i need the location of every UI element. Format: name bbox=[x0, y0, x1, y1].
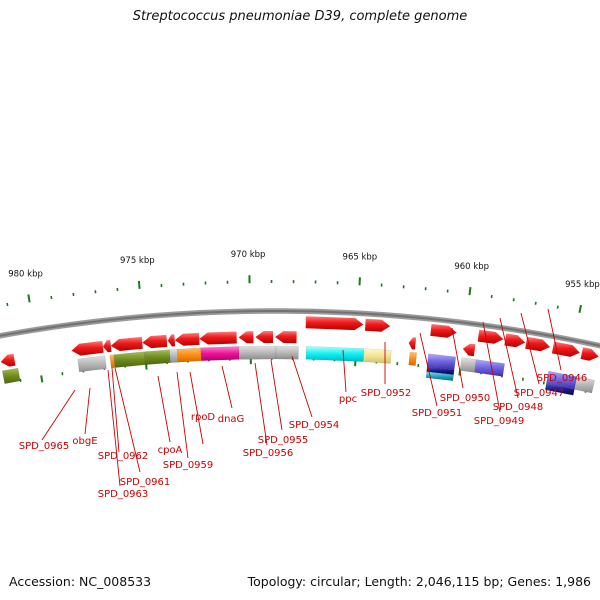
reverse-gene-arrow bbox=[174, 332, 200, 346]
leader-line bbox=[254, 362, 268, 446]
cog-color-band bbox=[2, 367, 21, 384]
forward-gene-arrow bbox=[305, 316, 364, 331]
minor-tick bbox=[6, 302, 9, 307]
cog-color-band bbox=[275, 345, 299, 360]
tick-label: 965 kbp bbox=[343, 252, 378, 262]
topology-text: Topology: circular; Length: 2,046,115 bp… bbox=[247, 574, 591, 589]
leader-line bbox=[451, 327, 464, 389]
leader-line bbox=[499, 317, 519, 399]
tick-label: 970 kbp bbox=[231, 250, 266, 260]
cog-color-band-extra bbox=[544, 383, 575, 396]
leader-line bbox=[176, 371, 189, 459]
leader-line bbox=[84, 387, 91, 435]
reverse-gene-arrow bbox=[238, 331, 254, 344]
gene-label: SPD_0951 bbox=[412, 408, 463, 419]
gene-label: SPD_0950 bbox=[440, 393, 491, 404]
reverse-gene-arrow bbox=[408, 337, 417, 350]
reverse-gene-arrow bbox=[255, 331, 273, 343]
cog-color-band bbox=[113, 351, 146, 368]
genome-backbone-core bbox=[0, 310, 600, 347]
cog-color-band bbox=[238, 345, 277, 360]
reverse-gene-arrow bbox=[199, 331, 237, 345]
cog-color-band bbox=[143, 349, 171, 365]
minor-tick bbox=[556, 305, 559, 309]
reverse-gene-arrow bbox=[462, 343, 476, 357]
leader-line bbox=[107, 369, 121, 487]
gene-label: SPD_0955 bbox=[258, 435, 309, 446]
reverse-gene-arrow bbox=[71, 340, 104, 356]
gene-label: SPD_0947 bbox=[514, 388, 565, 399]
leader-line bbox=[270, 359, 283, 431]
cog-color-band bbox=[574, 376, 595, 394]
leader-line bbox=[221, 365, 233, 409]
major-tick bbox=[578, 304, 582, 314]
cog-color-band bbox=[77, 355, 107, 373]
gene-label: SPD_0956 bbox=[243, 448, 294, 459]
cog-color-band bbox=[408, 351, 417, 366]
gene-label: SPD_0946 bbox=[537, 373, 588, 384]
inner-minor-tick bbox=[19, 378, 22, 382]
reverse-gene-arrow bbox=[142, 334, 168, 349]
tick-label: 955 kbp bbox=[565, 280, 600, 290]
forward-gene-arrow bbox=[551, 341, 580, 357]
gene-label: SPD_0963 bbox=[98, 489, 149, 500]
tick-label: 980 kbp bbox=[8, 270, 43, 280]
gene-label: SPD_0959 bbox=[163, 460, 214, 471]
reverse-gene-arrow bbox=[110, 336, 143, 351]
cog-color-band bbox=[177, 347, 202, 363]
leader-line bbox=[419, 332, 438, 407]
map-title: Streptococcus pneumoniae D39, complete g… bbox=[132, 9, 468, 24]
accession-text: Accession: NC_008533 bbox=[9, 574, 152, 589]
reverse-gene-arrow bbox=[103, 340, 112, 353]
cog-color-band bbox=[200, 346, 240, 362]
reverse-gene-arrow bbox=[275, 331, 297, 344]
gene-label: SPD_0952 bbox=[361, 388, 412, 399]
forward-gene-arrow bbox=[477, 329, 504, 344]
gene-label: SPD_0949 bbox=[474, 416, 525, 427]
cog-color-band bbox=[305, 346, 365, 362]
forward-gene-arrow bbox=[504, 333, 526, 348]
gene-label: rpoD bbox=[191, 412, 216, 423]
inner-minor-tick bbox=[542, 381, 545, 385]
leader-line bbox=[189, 371, 204, 445]
leader-line bbox=[111, 367, 120, 453]
gene-label: cpoA bbox=[158, 445, 183, 456]
forward-gene-arrow bbox=[430, 324, 457, 338]
forward-gene-arrow bbox=[365, 318, 391, 332]
cog-color-band-extra bbox=[425, 371, 454, 381]
gene-label: SPD_0962 bbox=[98, 451, 149, 462]
leader-line bbox=[520, 312, 540, 385]
cog-color-band bbox=[459, 357, 477, 373]
leader-line bbox=[342, 349, 347, 393]
inner-major-tick bbox=[40, 375, 44, 383]
gene-label: SPD_0954 bbox=[289, 420, 340, 431]
major-tick bbox=[468, 287, 472, 296]
cog-color-band bbox=[169, 348, 179, 363]
reverse-gene-arrow bbox=[167, 334, 176, 347]
forward-gene-arrow bbox=[525, 336, 550, 352]
tick-label: 975 kbp bbox=[120, 256, 155, 266]
leader-line bbox=[291, 355, 313, 418]
gene-label: SPD_0965 bbox=[19, 441, 70, 452]
major-tick bbox=[27, 294, 31, 303]
gene-label: SPD_0948 bbox=[493, 402, 544, 413]
leader-line bbox=[482, 321, 501, 413]
leader-line bbox=[547, 308, 562, 371]
leader-line bbox=[41, 389, 76, 441]
gene-label: dnaG bbox=[218, 414, 245, 425]
cog-color-band bbox=[474, 359, 505, 377]
major-tick bbox=[137, 280, 141, 289]
reverse-gene-arrow bbox=[0, 353, 16, 367]
gene-label: ppc bbox=[339, 394, 357, 405]
leader-line bbox=[114, 367, 141, 473]
leader-line bbox=[157, 375, 171, 443]
forward-gene-arrow bbox=[580, 347, 599, 361]
gene-label: SPD_0961 bbox=[120, 477, 171, 488]
tick-label: 960 kbp bbox=[454, 262, 489, 272]
gene-label: obgE bbox=[72, 436, 97, 447]
cog-color-band bbox=[362, 348, 392, 364]
